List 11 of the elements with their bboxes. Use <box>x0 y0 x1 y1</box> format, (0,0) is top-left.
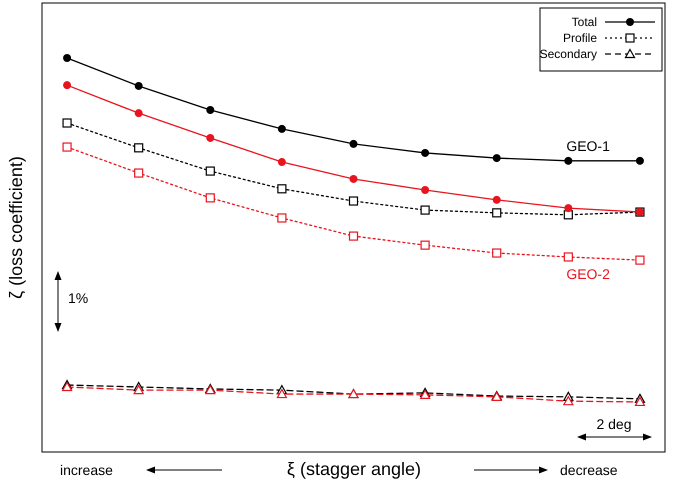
legend-label: Profile <box>562 31 598 45</box>
annotation: 2 deg <box>596 416 632 432</box>
legend-label: Total <box>572 15 597 29</box>
annotation: GEO-1 <box>566 138 610 154</box>
y-axis-title: ζ (loss coefficient) <box>6 156 26 299</box>
annotation: GEO-2 <box>566 266 610 282</box>
text: increase <box>60 462 114 478</box>
annotation: 1% <box>68 290 88 306</box>
x-axis-title: ξ (stagger angle) <box>286 459 422 479</box>
legend-label: Secondary <box>540 47 597 61</box>
text: decrease <box>560 462 618 478</box>
